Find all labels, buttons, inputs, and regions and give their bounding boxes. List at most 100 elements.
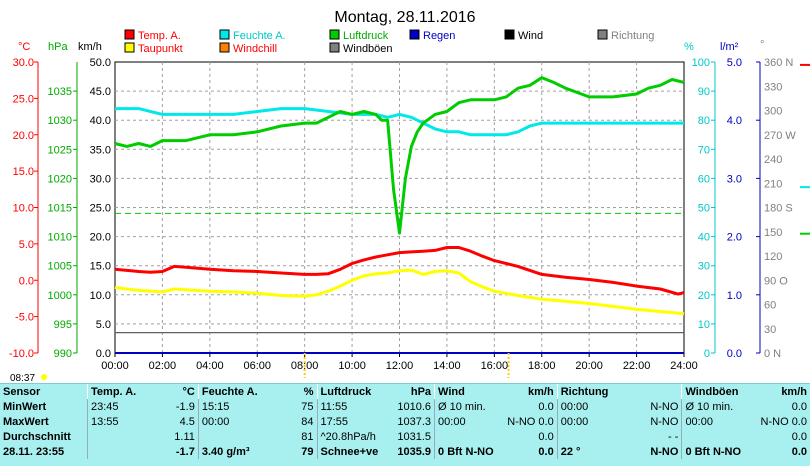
tick-label-kmh: 5.0: [96, 319, 111, 331]
tick-label-temp: 5.0: [19, 239, 34, 251]
x-axis: 00:0002:0004:0006:0008:0010:0012:0014:00…: [101, 353, 698, 372]
table-cell: 23:45: [87, 399, 155, 414]
table-cell: N-NO 0.0: [760, 415, 807, 428]
table-cell: MaxWert: [3, 415, 49, 428]
tick-label-hpa: 1000: [48, 290, 72, 302]
table-cell: 00:00: [434, 414, 505, 429]
table-cell: N-NO 0.0: [507, 415, 554, 428]
table-header-cell: Windböen: [681, 384, 758, 399]
tick-label-kmh: 40.0: [90, 115, 111, 127]
tick-label-percent: 40: [698, 232, 710, 244]
weather-chart: Montag, 28.11.2016 Temp. A. Feuchte A. Luf…: [9, 9, 810, 383]
legend-swatch: [329, 42, 340, 53]
table-cell: [197, 429, 274, 444]
axis-unit-percent: %: [684, 41, 694, 53]
right-axes: 0 10 20 30 40 50 60 70 80 90 100 0.0 1.0 2.0 3.0 4.0 5.0…: [692, 57, 810, 360]
tick-label-kmh: 50.0: [90, 57, 111, 69]
tick-label-percent: 10: [698, 319, 710, 331]
tick-label-hpa: 1025: [48, 144, 72, 156]
tick-label-kmh: 30.0: [90, 173, 111, 185]
tick-label-percent: 50: [698, 203, 710, 215]
current-time-dot: [41, 374, 47, 380]
tick-label-kmh: 45.0: [90, 86, 111, 98]
table-header-cell: Wind: [434, 384, 505, 399]
tick-label-direction: 240: [764, 154, 782, 166]
tick-label-temp: 10.0: [13, 203, 34, 215]
tick-label-direction: 300: [764, 106, 782, 118]
tick-label-direction: 270 W: [764, 130, 796, 142]
tick-label-temp: 20.0: [13, 130, 34, 142]
table-header-cell: km/h: [781, 385, 807, 398]
table-row: MinWert 23:45 -1.9 15:15 75 11:55 1010.6 Ø 10 m…: [0, 399, 810, 414]
tick-label-direction: 120: [764, 251, 782, 263]
table-cell: 0.0: [791, 430, 807, 443]
table-cell: MinWert: [3, 400, 47, 413]
tick-label-percent: 60: [698, 173, 710, 185]
table-cell: 15:15: [197, 399, 274, 414]
table-cell: -1.9: [175, 400, 195, 413]
table-cell: 0 Bft N-NO: [434, 444, 505, 459]
table-cell: 22 °: [556, 444, 633, 459]
chart-title: Montag, 28.11.2016: [334, 9, 475, 26]
tick-label-x: 16:00: [481, 360, 509, 372]
legend-swatch: [329, 29, 340, 40]
tick-label-temp: -10.0: [9, 348, 34, 360]
tick-label-kmh: 0.0: [96, 348, 111, 360]
current-time-label: 08:37: [10, 373, 35, 383]
table-cell: - -: [668, 430, 679, 443]
legend-label: Feuchte A.: [233, 30, 286, 42]
table-header-cell: °C: [182, 385, 195, 398]
tick-label-temp: 0.0: [19, 275, 34, 287]
table-cell: 00:00: [556, 399, 633, 414]
tick-label-lm2: 1.0: [727, 290, 742, 302]
tick-label-temp: 25.0: [13, 93, 34, 105]
tick-label-percent: 30: [698, 261, 710, 273]
chart-legend: Temp. A. Feuchte A. Luftdruck Regen Wind Rich…: [124, 29, 654, 55]
tick-label-direction: 360 N: [764, 57, 793, 69]
chart-grid: [114, 61, 685, 354]
tick-label-direction: 210: [764, 178, 782, 190]
tick-label-direction: 90 O: [764, 275, 788, 287]
tick-label-kmh: 35.0: [90, 144, 111, 156]
tick-label-x: 02:00: [149, 360, 177, 372]
tick-label-lm2: 3.0: [727, 173, 742, 185]
tick-label-hpa: 1010: [48, 232, 72, 244]
tick-label-kmh: 15.0: [90, 261, 111, 273]
tick-label-lm2: 5.0: [727, 57, 742, 69]
legend-label: Regen: [423, 30, 455, 42]
table-cell: 13:55: [87, 414, 155, 429]
tick-label-hpa: 1030: [48, 115, 72, 127]
tick-label-direction: 330: [764, 81, 782, 93]
table-cell: 0.0: [538, 430, 554, 443]
tick-label-kmh: 10.0: [90, 290, 111, 302]
tick-label-x: 00:00: [101, 360, 129, 372]
legend-swatch: [504, 29, 515, 40]
table-cell: 17:55: [316, 414, 389, 429]
tick-label-percent: 100: [692, 57, 710, 69]
tick-label-temp: 30.0: [13, 57, 34, 69]
table-cell: Ø 10 min.: [681, 399, 758, 414]
axis-unit-temp: °C: [18, 41, 30, 53]
tick-label-x: 18:00: [528, 360, 556, 372]
tick-label-direction: 60: [764, 300, 776, 312]
legend-swatch: [597, 29, 608, 40]
tick-label-x: 10:00: [338, 360, 366, 372]
table-cell: N-NO: [650, 415, 679, 428]
reference-lines: [115, 212, 684, 334]
tick-label-direction: 30: [764, 324, 776, 336]
table-cell: ^20.8hPa/h: [316, 429, 389, 444]
tick-label-x: 14:00: [433, 360, 461, 372]
table-cell: [434, 429, 505, 444]
tick-label-hpa: 1005: [48, 261, 72, 273]
table-header-cell: Luftdruck: [316, 384, 389, 399]
table-cell: 1031.5: [397, 430, 432, 443]
table-cell: Schnee+ve: [316, 444, 389, 459]
table-header-cell: hPa: [410, 385, 432, 398]
table-cell: 1035.9: [397, 445, 432, 458]
tick-label-hpa: 995: [54, 319, 72, 331]
table-cell: [556, 429, 633, 444]
table-header-cell: Sensor: [3, 385, 41, 398]
series-line: [114, 76, 685, 235]
tick-label-hpa: 1035: [48, 86, 72, 98]
table-row: MaxWert 13:55 4.5 00:00 84 17:55 1037.3 00:00 N-…: [0, 414, 810, 429]
